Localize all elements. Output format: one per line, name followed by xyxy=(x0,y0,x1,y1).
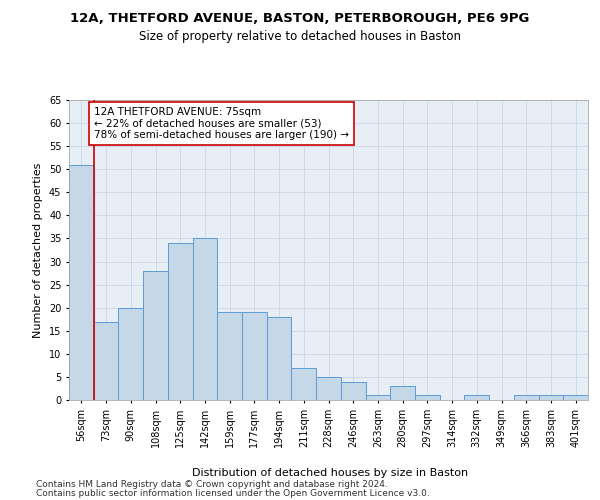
Bar xyxy=(341,382,365,400)
Text: Contains public sector information licensed under the Open Government Licence v3: Contains public sector information licen… xyxy=(36,488,430,498)
Text: Distribution of detached houses by size in Baston: Distribution of detached houses by size … xyxy=(192,468,468,477)
Bar xyxy=(292,368,316,400)
Bar xyxy=(193,238,217,400)
Bar xyxy=(118,308,143,400)
Bar xyxy=(94,322,118,400)
Text: 12A, THETFORD AVENUE, BASTON, PETERBOROUGH, PE6 9PG: 12A, THETFORD AVENUE, BASTON, PETERBOROU… xyxy=(70,12,530,26)
Bar xyxy=(143,271,168,400)
Bar xyxy=(242,312,267,400)
Bar xyxy=(390,386,415,400)
Y-axis label: Number of detached properties: Number of detached properties xyxy=(34,162,43,338)
Text: Contains HM Land Registry data © Crown copyright and database right 2024.: Contains HM Land Registry data © Crown c… xyxy=(36,480,388,489)
Bar xyxy=(365,396,390,400)
Bar xyxy=(168,243,193,400)
Bar xyxy=(514,396,539,400)
Bar xyxy=(69,164,94,400)
Text: 12A THETFORD AVENUE: 75sqm
← 22% of detached houses are smaller (53)
78% of semi: 12A THETFORD AVENUE: 75sqm ← 22% of deta… xyxy=(94,107,349,140)
Bar xyxy=(267,317,292,400)
Bar xyxy=(464,396,489,400)
Text: Size of property relative to detached houses in Baston: Size of property relative to detached ho… xyxy=(139,30,461,43)
Bar xyxy=(563,396,588,400)
Bar xyxy=(217,312,242,400)
Bar xyxy=(316,377,341,400)
Bar xyxy=(415,396,440,400)
Bar xyxy=(539,396,563,400)
